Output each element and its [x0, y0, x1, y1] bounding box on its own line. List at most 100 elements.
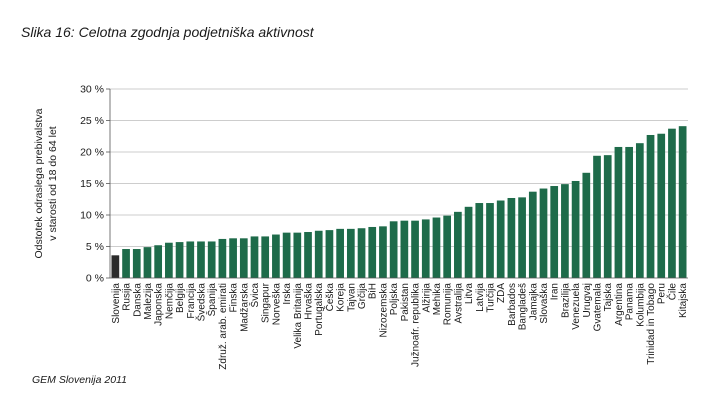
bar [122, 249, 130, 278]
x-tick-label: Kitajska [678, 283, 689, 318]
x-tick-label: Turčija [485, 283, 496, 313]
x-tick-label: Madžarska [239, 283, 250, 332]
bar [357, 228, 366, 278]
bar [518, 197, 526, 278]
x-tick-label: Panama [625, 283, 636, 321]
y-tick-label: 30 % [80, 84, 104, 96]
x-tick-label: Avstralija [453, 283, 464, 324]
bar [379, 226, 387, 278]
y-tick-label: 15 % [80, 178, 104, 190]
x-tick-label: Japonska [154, 283, 165, 326]
bar [496, 200, 505, 278]
x-tick-label: Tajska [603, 283, 614, 312]
y-axis-ticks: 0 % 5 % 10 % 15 % 20 % 25 % 30 % [80, 84, 110, 285]
x-tick-label: Mehika [432, 283, 443, 316]
x-tick-label: Bangladeš [518, 283, 529, 330]
x-tick-label: Čile [665, 283, 678, 301]
x-tick-label: Poljska [389, 283, 400, 316]
x-tick-label: Češka [323, 283, 336, 312]
bar [646, 134, 655, 278]
x-tick-label: Južnoafr. republika [411, 283, 422, 367]
x-tick-label: Irska [282, 283, 293, 305]
bar [400, 220, 409, 278]
bar [464, 206, 473, 278]
bar [175, 242, 184, 278]
y-axis-label-line-2: v starosti od 18 do 64 let [47, 126, 59, 240]
bar [239, 238, 248, 278]
x-tick-label: Romunija [443, 283, 454, 326]
x-tick-label: Velika Britanija [293, 283, 304, 349]
x-tick-label: Latvija [475, 283, 486, 312]
y-tick-label: 10 % [80, 210, 104, 222]
x-tick-label: Peru [657, 283, 668, 304]
x-tick-label: Hrvaška [304, 283, 315, 320]
y-tick-label: 0 % [86, 273, 104, 285]
x-tick-label: Gvatemala [593, 283, 604, 332]
x-tick-label: Španija [205, 283, 218, 317]
bar [154, 245, 163, 278]
x-tick-label: BiH [368, 283, 379, 299]
y-axis-label-line-1: Odstotek odraslega prebivalstva [33, 108, 45, 258]
bar [561, 184, 569, 278]
x-tick-label: Alžirija [421, 283, 432, 313]
bar [421, 219, 430, 278]
y-tick-label: 25 % [80, 115, 104, 127]
x-tick-label: Nizozemska [378, 283, 389, 338]
x-tick-label: Rusija [122, 283, 133, 311]
bar [250, 236, 259, 278]
y-tick-label: 5 % [86, 241, 104, 253]
x-tick-label: Trinidad in Tobago [646, 283, 657, 365]
bar [475, 203, 484, 278]
x-tick-label: Grčija [357, 283, 368, 310]
bar [336, 228, 344, 278]
bar [507, 197, 516, 278]
bar [218, 238, 227, 278]
x-tick-label: Belgija [175, 283, 186, 313]
x-tick-label: Brazilija [560, 283, 571, 318]
bar [657, 133, 666, 278]
bar [186, 241, 195, 278]
x-tick-label: Kolumbija [635, 283, 646, 327]
x-tick-label: Nemčija [164, 283, 175, 320]
bar [282, 232, 291, 278]
bar [432, 217, 441, 278]
bar [411, 220, 419, 278]
x-tick-label: Pakistan [400, 283, 411, 321]
bar [368, 226, 377, 278]
x-tick-label: Jamajka [528, 283, 539, 321]
x-tick-label: Venezuela [571, 283, 582, 330]
gridlines [110, 88, 688, 247]
y-tick-label: 20 % [80, 147, 104, 159]
bar [346, 228, 355, 278]
bar [111, 255, 120, 278]
bar [614, 146, 623, 278]
x-tick-label: Singapur [261, 282, 272, 323]
bars [111, 126, 687, 278]
bar [314, 230, 323, 278]
bar [486, 203, 494, 278]
x-tick-label: Slovaška [539, 283, 550, 324]
x-tick-label: Norveška [271, 283, 282, 326]
bar [539, 188, 548, 278]
x-tick-label: Francija [186, 283, 197, 319]
bar [603, 155, 612, 278]
x-tick-label: Litva [464, 283, 475, 305]
bar [132, 249, 141, 278]
x-tick-label: Švedska [194, 283, 207, 322]
bar [165, 242, 173, 278]
bar [678, 126, 687, 278]
bar [571, 180, 580, 278]
bar [304, 232, 312, 278]
bar [143, 247, 152, 278]
bar [229, 238, 237, 278]
bar [635, 143, 644, 278]
bar [625, 146, 633, 278]
x-tick-label: Danska [132, 283, 143, 317]
x-tick-label: Malezija [143, 283, 154, 320]
bar [550, 186, 559, 278]
bar [582, 172, 591, 278]
x-tick-label: Švica [248, 283, 261, 308]
x-tick-label: Iran [550, 283, 561, 300]
x-axis-category-labels: Slovenija Rusija Danska Malezija Japonska Nem… [111, 282, 689, 369]
